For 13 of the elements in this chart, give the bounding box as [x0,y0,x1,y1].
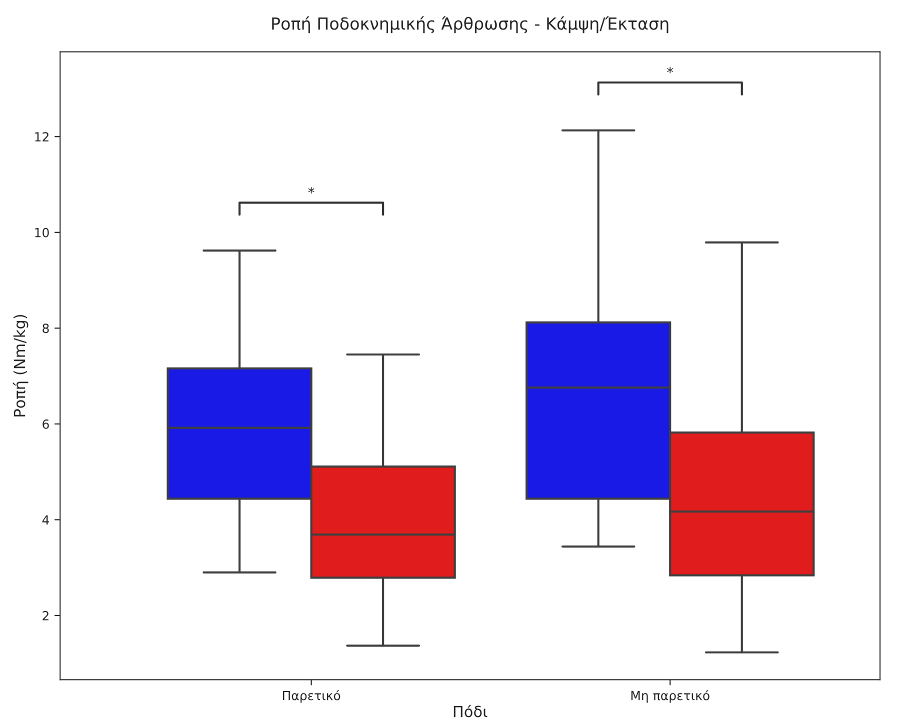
y-tick-label: 10 [35,228,49,238]
x-tick-label: Μη παρετικό [631,690,710,703]
chart-title: Ροπή Ποδοκνημικής Άρθρωσης - Κάμψη/Έκταση [272,16,668,34]
y-axis-title: Ροπή (Nm/kg) [12,314,28,416]
y-tick-label: 8 [42,324,49,334]
y-tick-label: 6 [42,419,49,429]
y-tick-label: 12 [35,132,48,142]
y-tick-label: 4 [42,515,50,524]
x-tick-label: Παρετικό [282,690,340,703]
y-tick-label: 2 [42,610,48,620]
annotation: * [308,187,314,194]
annotation: * [667,66,674,74]
x-axis-title: Πόδι [454,704,488,718]
